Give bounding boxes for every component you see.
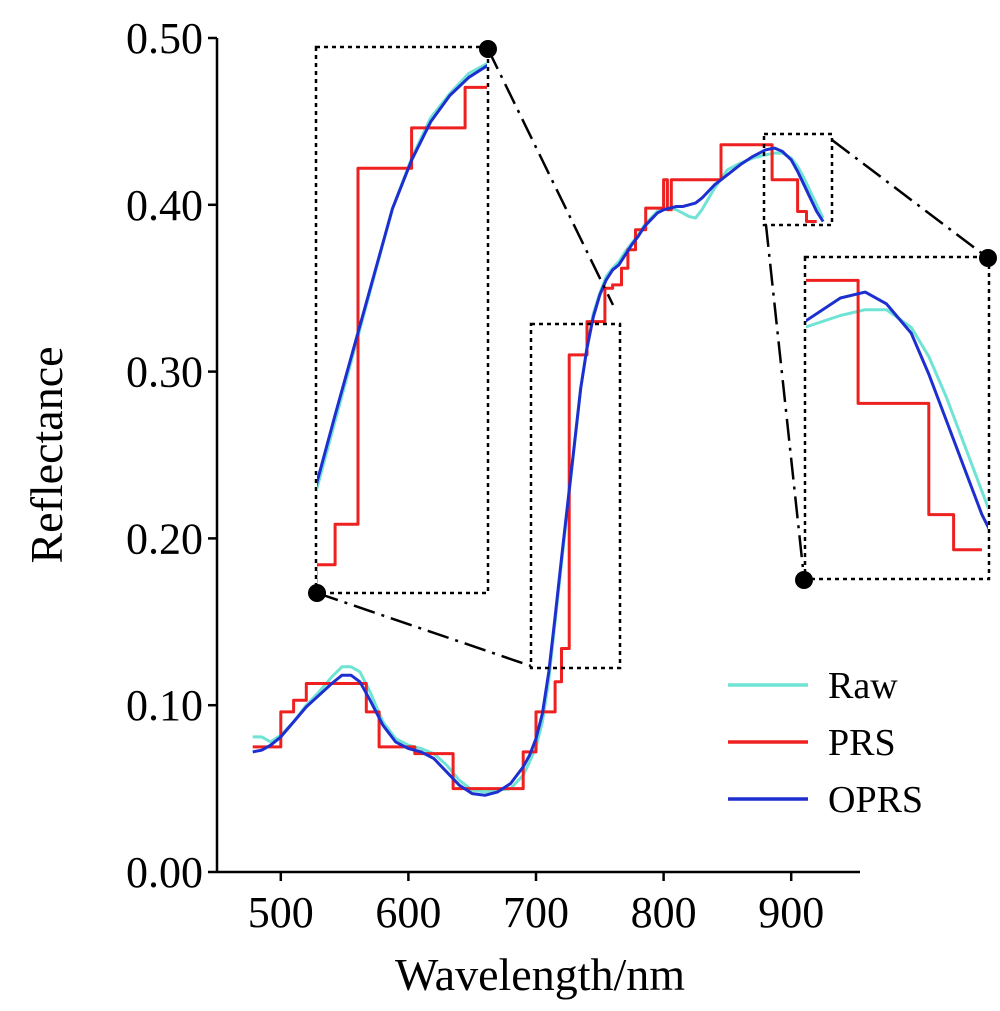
connector-red-edge-top (486, 48, 615, 306)
x-axis-title: Wavelength/nm (395, 949, 685, 1000)
zoom-region-nir-peak (762, 132, 834, 227)
zoom-region-red-edge (529, 322, 622, 670)
inset-nir-peak-series (806, 278, 988, 552)
inset-panel-nir-peak (803, 255, 991, 581)
inset-red-edge-line-prs (317, 83, 487, 592)
inset-red-edge-line-oprs (317, 64, 487, 488)
inset-red-edge-line-raw (317, 62, 487, 494)
y-tick-label: 0.00 (126, 848, 203, 897)
x-tick-label: 700 (503, 888, 569, 937)
x-ticks: 500 600 700 800 900 (248, 872, 824, 937)
x-tick-label: 500 (248, 888, 314, 937)
legend: Raw PRS OPRS (728, 665, 923, 821)
series-line-prs (252, 143, 817, 791)
y-ticks: 0.00 0.10 0.20 0.30 0.40 0.50 (126, 14, 217, 897)
connector-nir-peak-top (831, 139, 989, 259)
inset-panel-red-edge (314, 45, 490, 595)
inset-nir-peak-line-prs (806, 278, 982, 552)
x-tick-label: 900 (758, 888, 824, 937)
connector-red-edge-bottom (316, 591, 532, 668)
y-axis-title: Reflectance (21, 346, 72, 563)
connector-dot-nir-peak-bottom (795, 571, 813, 589)
connector-dot-red-edge-bottom (308, 584, 326, 602)
y-tick-label: 0.40 (126, 181, 203, 230)
y-tick-label: 0.10 (126, 681, 203, 730)
y-tick-label: 0.30 (126, 348, 203, 397)
connector-dot-nir-peak-top (979, 249, 997, 267)
x-tick-label: 800 (631, 888, 697, 937)
x-tick-label: 600 (375, 888, 441, 937)
legend-label-oprs: OPRS (828, 779, 923, 821)
inset-nir-peak-line-raw (806, 308, 988, 512)
series-line-oprs (252, 146, 825, 797)
legend-label-raw: Raw (828, 665, 898, 707)
connector-nir-peak-bottom (764, 224, 806, 579)
legend-label-prs: PRS (828, 722, 896, 764)
connector-dot-red-edge-top (479, 40, 497, 58)
main-series-group (252, 143, 825, 797)
y-tick-label: 0.50 (126, 14, 203, 63)
inset-nir-peak-line-oprs (806, 290, 988, 531)
y-tick-label: 0.20 (126, 514, 203, 563)
series-line-raw (252, 151, 825, 794)
inset-red-edge-series (317, 62, 487, 592)
